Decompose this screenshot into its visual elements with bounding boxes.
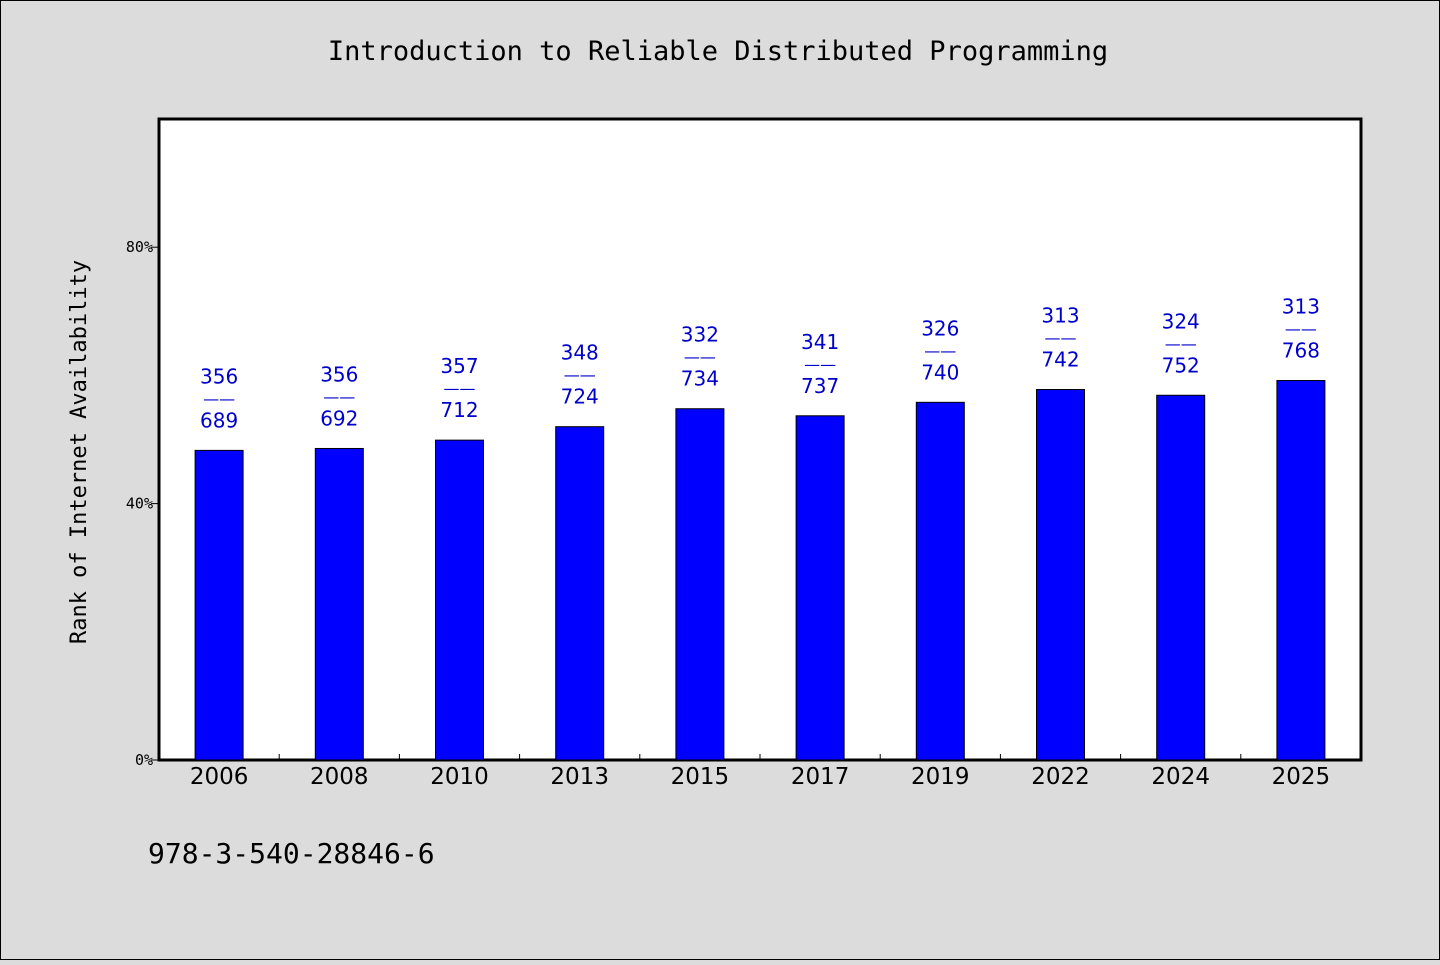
bar-2019: [915, 401, 965, 761]
bar-label-bottom: 752: [1162, 353, 1200, 377]
bar-label-bottom: 712: [440, 398, 478, 422]
x-tick-label: 2013: [550, 764, 609, 790]
bar-label-separator: ——: [203, 389, 235, 408]
bars: [194, 380, 1326, 761]
bar-label-separator: ——: [444, 379, 476, 398]
bar-label-bottom: 768: [1282, 339, 1320, 363]
x-tick-label: 2019: [911, 764, 970, 790]
bar-label-top: 313: [1282, 295, 1320, 319]
bar-2025: [1276, 380, 1326, 761]
x-tick-label: 2024: [1151, 764, 1210, 790]
bar-2008: [314, 447, 364, 761]
bar-2017: [795, 415, 845, 761]
x-tick-label: 2022: [1031, 764, 1090, 790]
bar-label-bottom: 692: [320, 406, 358, 430]
x-tick-label: 2017: [791, 764, 850, 790]
y-tick-label: 0%: [135, 751, 153, 769]
chart-title: Introduction to Reliable Distributed Pro…: [328, 36, 1108, 67]
bar-2010: [435, 439, 484, 761]
bar-label-bottom: 740: [921, 360, 959, 384]
bar-label-top: 326: [921, 316, 959, 340]
bar-label-separator: ——: [1165, 334, 1197, 353]
bar-label-separator: ——: [684, 348, 716, 367]
x-tick-label: 2025: [1272, 764, 1331, 790]
y-axis: 0% 40% 80%: [126, 238, 159, 769]
bar-label-top: 356: [200, 364, 238, 388]
y-tick-label: 80%: [126, 238, 153, 256]
bar-label-top: 356: [320, 362, 358, 386]
bar-labels: 356——689356——692357——712348——724332——734…: [200, 295, 1320, 433]
bar-label-top: 324: [1162, 309, 1200, 333]
bar-label-top: 341: [801, 330, 839, 354]
bar-2015: [675, 408, 725, 761]
bar-2006: [194, 449, 244, 761]
x-tick-label: 2015: [671, 764, 730, 790]
bar-label-separator: ——: [1285, 320, 1317, 339]
x-axis: 2006 2008 2010 2013 2015 2017 2019 2022 2024 2025: [190, 754, 1330, 790]
bar-label-separator: ——: [924, 341, 956, 360]
bar-label-bottom: 724: [561, 385, 599, 409]
bar-label-bottom: 734: [681, 367, 719, 391]
bar-label-separator: ——: [323, 387, 355, 406]
bar-label-top: 332: [681, 323, 719, 347]
bar-label-top: 357: [440, 354, 478, 378]
x-tick-label: 2010: [430, 764, 489, 790]
bar-label-top: 348: [561, 341, 599, 365]
x-tick-label: 2008: [310, 764, 369, 790]
bar-2024: [1156, 394, 1206, 761]
bar-label-top: 313: [1041, 304, 1079, 328]
isbn-footer: 978-3-540-28846-6: [148, 837, 435, 870]
bar-2013: [555, 426, 605, 761]
bar-label-separator: ——: [804, 355, 836, 374]
y-axis-label: Rank of Internet Availability: [67, 260, 92, 644]
bar-label-bottom: 737: [801, 374, 839, 398]
bar-label-bottom: 742: [1041, 348, 1079, 372]
bar-2022: [1036, 389, 1085, 761]
x-tick-label: 2006: [190, 764, 249, 790]
y-tick-label: 40%: [126, 495, 153, 513]
bar-label-separator: ——: [1045, 329, 1077, 348]
bar-label-bottom: 689: [200, 408, 238, 432]
bar-label-separator: ——: [564, 366, 596, 385]
